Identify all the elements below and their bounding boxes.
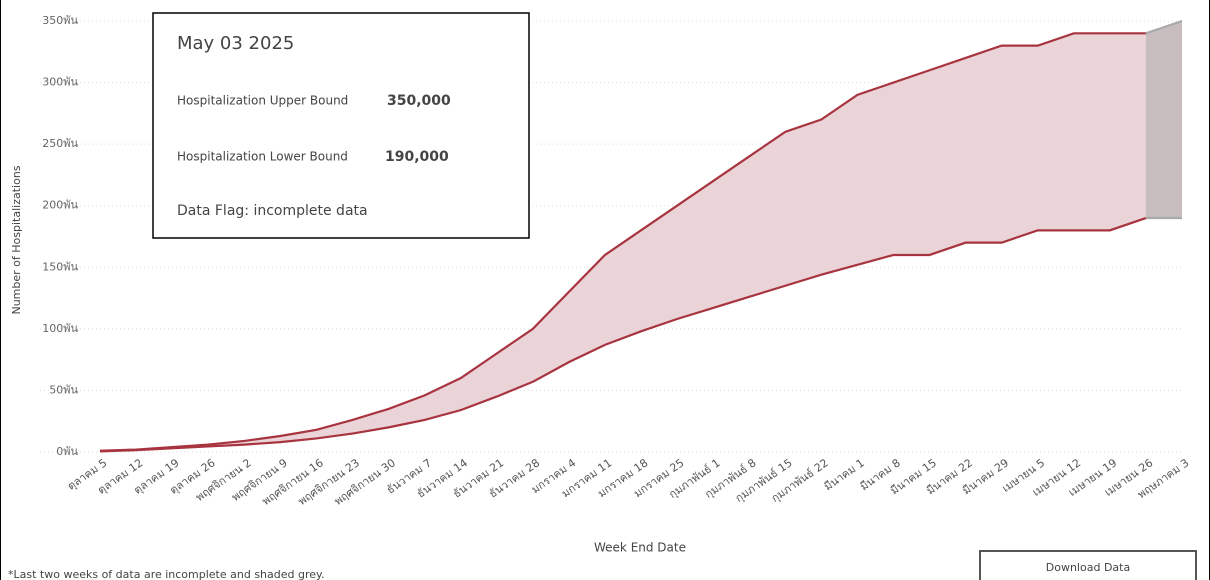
line <box>99 32 1146 452</box>
tooltip-value: 190,000 <box>385 149 449 165</box>
incomplete-line <box>1145 19 1183 35</box>
tooltip-flag: Data Flag: incomplete data <box>177 203 368 219</box>
y-tick-label: 0พัน <box>56 445 78 458</box>
y-tick-label: 350พัน <box>42 14 78 27</box>
y-tick-label: 50พัน <box>49 383 78 396</box>
tooltip-label: Hospitalization Upper Bound <box>177 94 348 108</box>
button-box[interactable] <box>979 550 1197 580</box>
line <box>99 216 1147 453</box>
x-axis-title: Week End Date <box>594 541 686 555</box>
y-tick-label: 100พัน <box>42 322 78 335</box>
tooltip-label: Hospitalization Lower Bound <box>177 150 348 164</box>
tooltip: May 03 2025 Hospitalization Upper Bound … <box>152 12 530 239</box>
y-axis-title: Number of Hospitalizations <box>10 165 23 314</box>
band-area <box>100 21 1182 452</box>
tooltip-date: May 03 2025 <box>177 33 294 54</box>
incomplete-shade <box>1145 21 1182 219</box>
tooltip-value: 350,000 <box>387 93 451 109</box>
tooltip-box <box>152 12 530 239</box>
y-tick-label: 200พัน <box>42 199 78 212</box>
download-button[interactable]: Download Data <box>979 550 1197 580</box>
y-tick-label: 150พัน <box>42 260 78 273</box>
x-tick-label: มีนาคม 1 <box>822 456 867 493</box>
footnote: *Last two weeks of data are incomplete a… <box>8 568 324 580</box>
y-tick-label: 300พัน <box>42 76 78 89</box>
y-tick-label: 250พัน <box>42 137 78 150</box>
button-label[interactable]: Download Data <box>1046 561 1130 574</box>
